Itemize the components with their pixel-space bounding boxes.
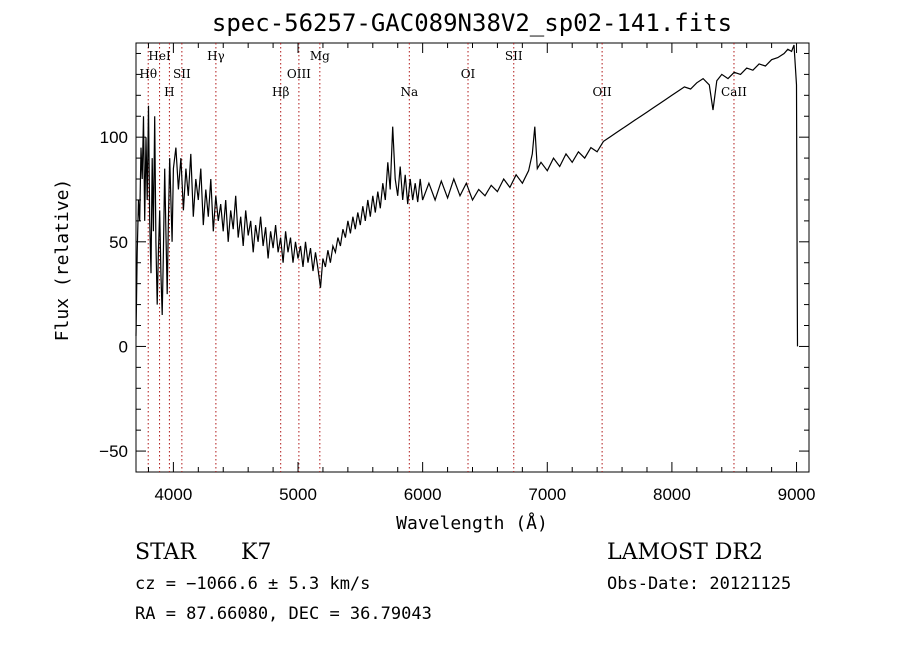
- spectral-line-label: Hθ: [139, 67, 157, 81]
- x-tick-label: 8000: [653, 485, 691, 504]
- flux-series-line: [135, 44, 799, 347]
- coordinates-readout: RA = 87.66080, DEC = 36.79043: [135, 604, 432, 624]
- spectral-line-label: SII: [173, 67, 191, 81]
- plot-frame: [135, 42, 810, 473]
- survey-label: LAMOST DR2: [607, 540, 763, 565]
- redshift-readout: cz = −1066.6 ± 5.3 km/s: [135, 574, 370, 594]
- spectral-line-label: HeI: [148, 49, 171, 63]
- object-subclass: K7: [241, 540, 271, 565]
- x-axis-ticks: 4000 5000 6000 7000 8000 9000: [147, 43, 816, 504]
- y-axis-label: Flux (relative): [52, 179, 73, 342]
- x-tick-label: 9000: [778, 485, 816, 504]
- x-tick-label: 7000: [528, 485, 566, 504]
- spectral-line-label: Mg: [310, 49, 330, 63]
- spectral-line-label: OIII: [287, 67, 311, 81]
- x-tick-label: 4000: [154, 485, 192, 504]
- chart-title: spec-56257-GAC089N38V2_sp02-141.fits: [212, 9, 732, 37]
- y-tick-label: 0: [119, 337, 128, 356]
- y-tick-label: 50: [109, 233, 128, 252]
- object-class: STAR: [135, 540, 197, 565]
- y-tick-label: −50: [99, 442, 128, 461]
- spectral-line-label: Na: [400, 85, 418, 99]
- spectral-line-label: OII: [592, 85, 612, 99]
- spectral-line-label: Hβ: [272, 85, 289, 99]
- x-axis-label: Wavelength (Å): [396, 512, 548, 534]
- spectral-line-label: H: [164, 85, 174, 99]
- y-axis-ticks: −50 0 50 100: [99, 52, 809, 461]
- y-tick-label: 100: [100, 128, 128, 147]
- x-tick-label: 5000: [279, 485, 317, 504]
- obs-date-readout: Obs-Date: 20121125: [607, 574, 791, 594]
- spectral-line-labels: Hθ HeI H SII Hγ Hβ OIII Mg Na OI SII OII CaII: [139, 49, 747, 99]
- spectral-line-markers: [147, 43, 735, 472]
- spectral-line-label: SII: [505, 49, 523, 63]
- spectral-line-label: Hγ: [207, 49, 225, 63]
- x-tick-label: 6000: [404, 485, 442, 504]
- spectral-line-label: OI: [461, 67, 476, 81]
- spectral-line-label: CaII: [721, 85, 747, 99]
